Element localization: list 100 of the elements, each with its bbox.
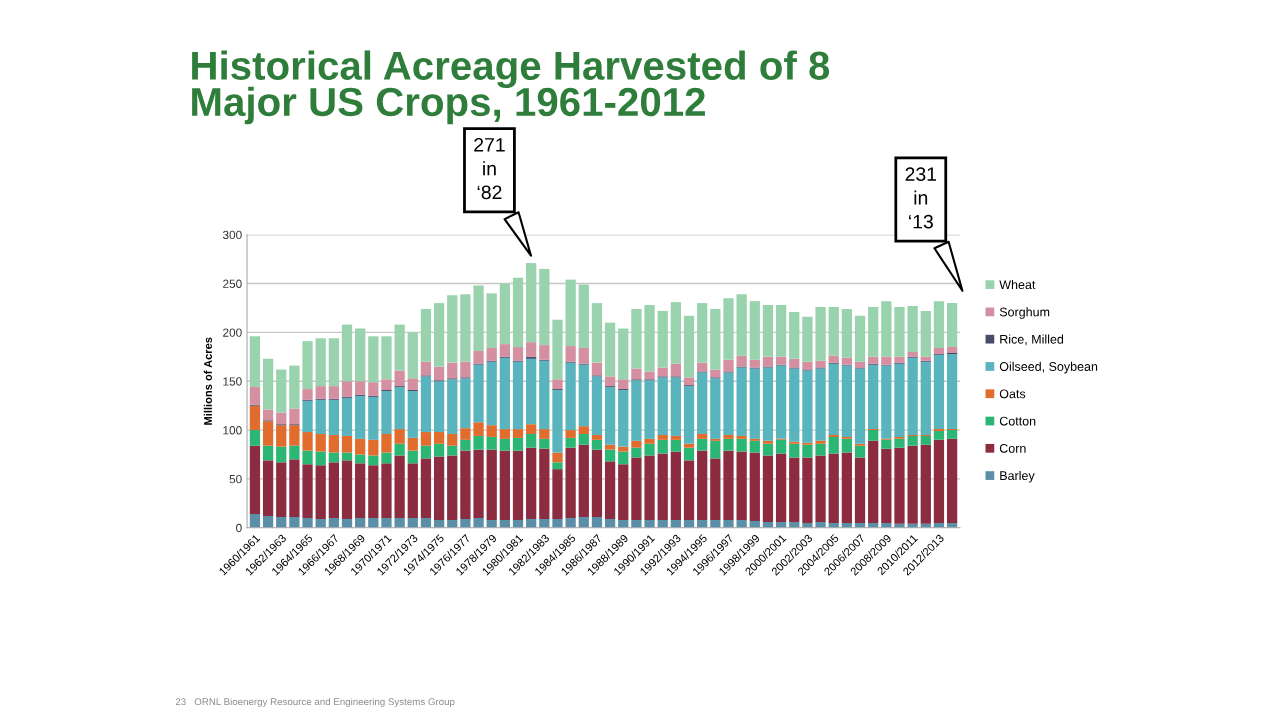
bar bbox=[828, 307, 839, 356]
bar bbox=[460, 450, 471, 519]
bar bbox=[407, 463, 418, 518]
bar bbox=[394, 387, 405, 430]
bar bbox=[526, 447, 537, 519]
bar bbox=[894, 447, 905, 524]
bar bbox=[670, 435, 681, 440]
bar bbox=[552, 390, 563, 453]
bar bbox=[355, 395, 366, 439]
bar bbox=[881, 365, 892, 439]
bar bbox=[473, 517, 484, 528]
bar bbox=[433, 432, 445, 444]
bar bbox=[749, 368, 760, 439]
bar bbox=[565, 517, 576, 528]
bar bbox=[775, 356, 787, 365]
bar bbox=[683, 443, 695, 448]
bar bbox=[486, 449, 497, 520]
bar bbox=[552, 518, 563, 528]
bar bbox=[591, 517, 603, 528]
bar bbox=[618, 390, 629, 447]
bar bbox=[657, 453, 668, 520]
bar bbox=[762, 305, 774, 357]
bar bbox=[539, 438, 550, 449]
legend-label: Wheat bbox=[999, 279, 1036, 290]
bar bbox=[341, 381, 353, 397]
bar bbox=[604, 387, 616, 445]
bar bbox=[249, 387, 261, 405]
bar bbox=[723, 519, 734, 528]
bar bbox=[512, 429, 524, 438]
bar bbox=[420, 432, 432, 446]
legend-label: Oats bbox=[999, 389, 1026, 399]
bar bbox=[394, 429, 405, 444]
bar bbox=[775, 439, 787, 454]
bar bbox=[289, 425, 300, 446]
bar bbox=[933, 439, 945, 523]
bar bbox=[486, 425, 497, 437]
bar bbox=[828, 355, 839, 363]
bar bbox=[723, 438, 734, 451]
bar bbox=[512, 437, 524, 451]
bar bbox=[946, 430, 958, 439]
bar bbox=[868, 430, 879, 441]
bar bbox=[749, 440, 760, 453]
bar bbox=[762, 455, 774, 522]
bar bbox=[355, 328, 366, 382]
bar bbox=[473, 285, 484, 351]
bar bbox=[683, 447, 695, 461]
bar bbox=[499, 283, 510, 345]
bar bbox=[289, 517, 300, 528]
bar bbox=[775, 365, 787, 439]
bar bbox=[841, 308, 852, 358]
bar bbox=[828, 436, 839, 454]
bar bbox=[815, 455, 826, 522]
bar bbox=[631, 447, 642, 458]
bar bbox=[789, 358, 800, 368]
bar bbox=[315, 338, 326, 387]
bar bbox=[591, 362, 603, 376]
bar bbox=[815, 440, 826, 444]
bar bbox=[394, 370, 405, 387]
bar bbox=[578, 364, 589, 427]
bar bbox=[683, 315, 695, 378]
bar bbox=[604, 376, 616, 387]
bar bbox=[762, 367, 774, 441]
bar bbox=[473, 422, 484, 436]
bar bbox=[815, 521, 826, 528]
bar bbox=[578, 348, 589, 364]
bar bbox=[815, 307, 826, 361]
bar bbox=[657, 434, 668, 440]
bar bbox=[394, 324, 405, 371]
bar bbox=[539, 360, 550, 430]
y-tick-label: 200 bbox=[223, 328, 242, 337]
bar bbox=[736, 294, 747, 356]
bar bbox=[618, 328, 629, 380]
bar bbox=[381, 452, 392, 464]
bar bbox=[723, 434, 734, 439]
bar bbox=[933, 301, 945, 349]
bar bbox=[368, 336, 379, 383]
bar bbox=[262, 409, 274, 421]
bar bbox=[315, 386, 326, 399]
bar bbox=[328, 399, 339, 435]
bar bbox=[802, 361, 813, 370]
bar bbox=[447, 445, 458, 456]
bar bbox=[368, 382, 379, 396]
bar bbox=[591, 376, 603, 435]
legend-label: Cotton bbox=[999, 416, 1036, 426]
bar bbox=[749, 301, 760, 360]
bar bbox=[512, 347, 524, 361]
chart-title: Historical Acreage Harvested of 8 Major US Crops, 1961-2012 bbox=[192, 50, 830, 125]
text: 271 in ‘82 bbox=[474, 137, 505, 200]
bar bbox=[854, 315, 866, 362]
bar bbox=[407, 378, 418, 391]
bar bbox=[841, 438, 852, 453]
bar bbox=[328, 452, 339, 463]
bar bbox=[315, 451, 326, 466]
bar bbox=[262, 445, 274, 461]
bar bbox=[749, 452, 760, 521]
bar bbox=[881, 448, 892, 523]
bar bbox=[710, 308, 721, 370]
bar bbox=[789, 311, 800, 359]
bar bbox=[920, 310, 931, 357]
legend-label: Barley bbox=[1000, 470, 1035, 483]
